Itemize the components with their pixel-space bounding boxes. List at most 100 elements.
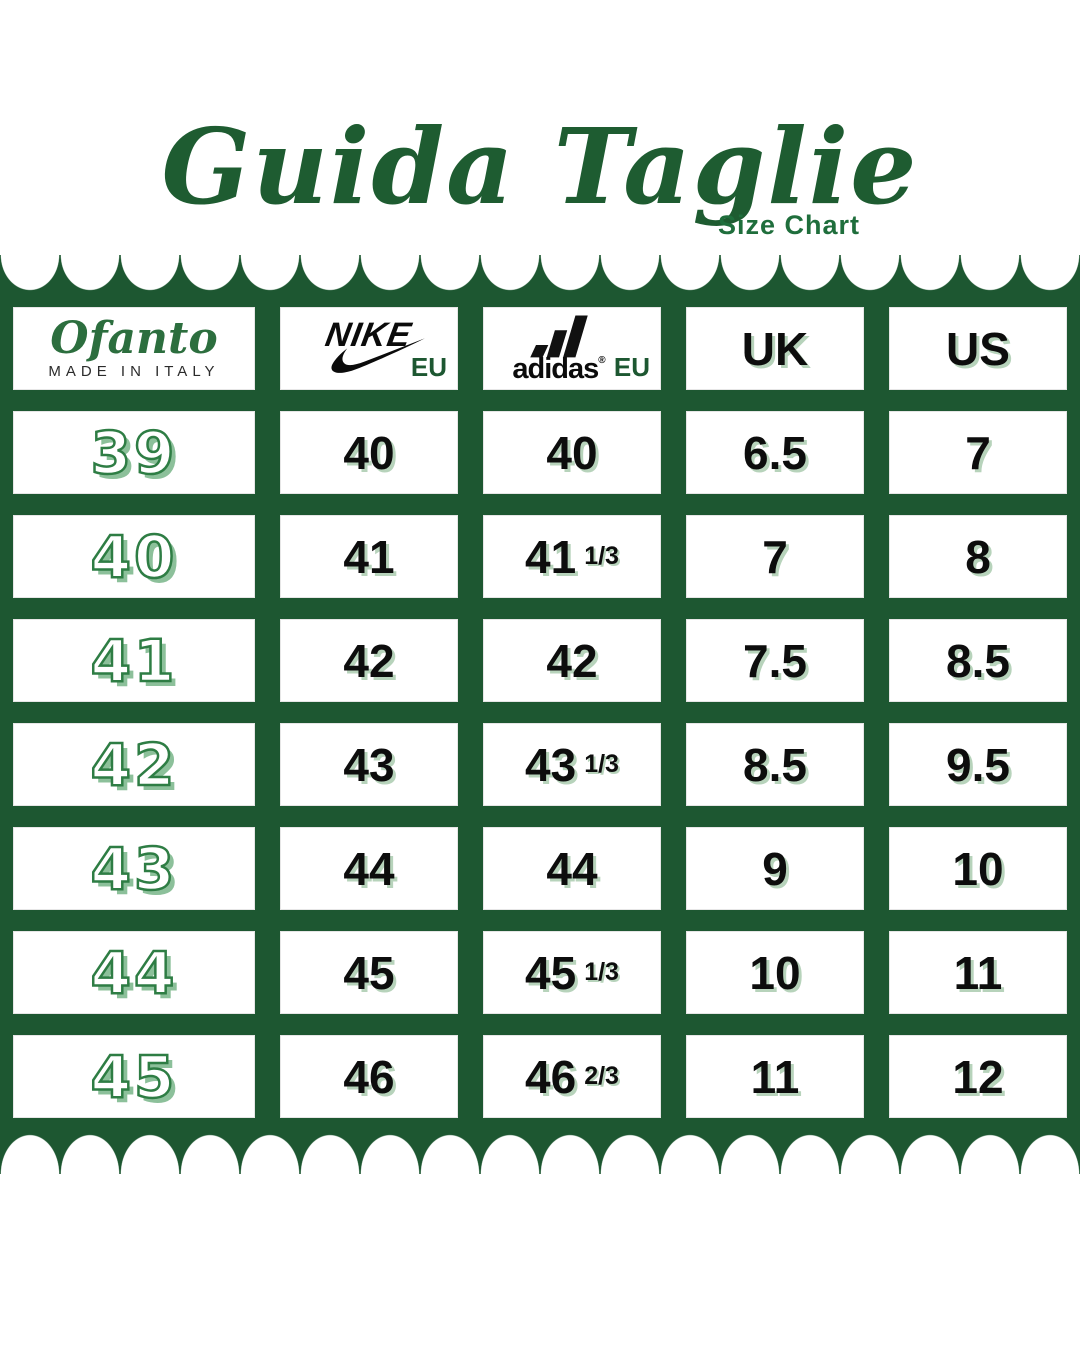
adidas-logo: adidas ®: [512, 313, 606, 384]
scallop-edge-top: [0, 255, 1080, 296]
table-cell-us: 10: [889, 827, 1067, 911]
table-cell-adidas: 42: [483, 619, 661, 703]
nike-size: 43: [343, 738, 395, 791]
table-cell-nike: 40: [280, 411, 458, 495]
table-cell-uk: 6.5: [686, 411, 864, 495]
table-cell-ofanto: 43: [13, 827, 255, 911]
table-cell-adidas: 43 1/3: [483, 723, 661, 807]
table-cell-us: 12: [889, 1035, 1067, 1119]
uk-size: 10: [749, 946, 801, 999]
uk-size: 6.5: [743, 426, 807, 479]
ofanto-size: 45: [89, 1042, 178, 1113]
table-cell-us: 8.5: [889, 619, 1067, 703]
adidas-size: 40: [546, 426, 598, 479]
ofanto-size: 39: [89, 418, 178, 489]
table-cell-adidas: 40: [483, 411, 661, 495]
table-cell-adidas: 46 2/3: [483, 1035, 661, 1119]
adidas-size: 45: [525, 946, 577, 999]
uk-size: 11: [750, 1050, 800, 1103]
us-size: 7: [965, 426, 991, 479]
us-header-label: US: [946, 322, 1010, 375]
nike-logo: NIKE: [303, 316, 435, 374]
uk-size: 8.5: [743, 738, 807, 791]
table-cell-nike: 46: [280, 1035, 458, 1119]
adidas-size-fraction: 2/3: [584, 1062, 619, 1091]
page-title: Guida Taglie: [161, 105, 919, 228]
nike-size: 46: [343, 1050, 395, 1103]
table-cell-nike: 42: [280, 619, 458, 703]
ofanto-size: 42: [89, 730, 178, 801]
adidas-size-fraction: 1/3: [584, 750, 619, 779]
table-cell-us: 8: [889, 515, 1067, 599]
ofanto-tagline: MADE IN ITALY: [48, 363, 220, 381]
table-cell-uk: 7.5: [686, 619, 864, 703]
table-cell-ofanto: 44: [13, 931, 255, 1015]
table-cell-ofanto: 40: [13, 515, 255, 599]
us-size: 9.5: [946, 738, 1010, 791]
scallop-edge-bottom: [0, 1130, 1080, 1175]
us-size: 11: [953, 946, 1003, 999]
header-ofanto: Ofanto MADE IN ITALY: [13, 307, 255, 391]
table-cell-us: 7: [889, 411, 1067, 495]
size-chart-poster: Guida Taglie Size Chart Ofanto MADE IN I…: [0, 0, 1080, 1175]
ofanto-size: 44: [89, 938, 178, 1009]
nike-size: 41: [343, 530, 395, 583]
nike-size: 44: [343, 842, 395, 895]
table-cell-us: 11: [889, 931, 1067, 1015]
adidas-wordmark-row: adidas ®: [512, 355, 605, 384]
table-cell-uk: 9: [686, 827, 864, 911]
us-size: 8: [965, 530, 991, 583]
adidas-size: 42: [546, 634, 598, 687]
title-block: Guida Taglie Size Chart: [0, 0, 1080, 241]
us-size: 10: [952, 842, 1004, 895]
table-cell-ofanto: 42: [13, 723, 255, 807]
table-cell-nike: 43: [280, 723, 458, 807]
table-cell-ofanto: 39: [13, 411, 255, 495]
us-size: 8.5: [946, 634, 1010, 687]
table-cell-adidas: 45 1/3: [483, 931, 661, 1015]
header-adidas-eu: adidas ® EU: [483, 307, 661, 391]
ofanto-size: 40: [89, 522, 178, 593]
table-cell-uk: 10: [686, 931, 864, 1015]
header-us: US: [889, 307, 1067, 391]
table-cell-uk: 8.5: [686, 723, 864, 807]
us-size: 12: [952, 1050, 1004, 1103]
adidas-size: 43: [525, 738, 577, 791]
uk-size: 7: [762, 530, 788, 583]
uk-size: 9: [762, 842, 788, 895]
table-cell-uk: 7: [686, 515, 864, 599]
table-cell-uk: 11: [686, 1035, 864, 1119]
nike-size: 42: [343, 634, 395, 687]
size-chart-panel: Ofanto MADE IN ITALY NIKE EU: [0, 255, 1080, 1175]
nike-swoosh-icon: [331, 338, 425, 373]
adidas-size: 41: [525, 530, 577, 583]
ofanto-size: 43: [89, 834, 178, 905]
table-cell-nike: 45: [280, 931, 458, 1015]
table-cell-ofanto: 45: [13, 1035, 255, 1119]
adidas-size: 46: [525, 1050, 577, 1103]
table-cell-us: 9.5: [889, 723, 1067, 807]
nike-size: 40: [343, 426, 395, 479]
registered-mark-icon: ®: [598, 355, 606, 367]
table-cell-nike: 41: [280, 515, 458, 599]
nike-size: 45: [343, 946, 395, 999]
table-cell-ofanto: 41: [13, 619, 255, 703]
page-subtitle: Size Chart: [717, 210, 860, 241]
size-table: Ofanto MADE IN ITALY NIKE EU: [0, 295, 1080, 1131]
adidas-size: 44: [546, 842, 598, 895]
adidas-size-fraction: 1/3: [584, 958, 619, 987]
table-cell-adidas: 44: [483, 827, 661, 911]
ofanto-logo: Ofanto: [50, 313, 218, 365]
nike-eu-label: EU: [410, 352, 447, 383]
adidas-eu-label: EU: [613, 352, 650, 383]
header-uk: UK: [686, 307, 864, 391]
adidas-wordmark: adidas: [512, 353, 599, 386]
table-cell-nike: 44: [280, 827, 458, 911]
adidas-size-fraction: 1/3: [584, 542, 619, 571]
header-nike-eu: NIKE EU: [280, 307, 458, 391]
ofanto-size: 41: [89, 626, 178, 697]
uk-header-label: UK: [741, 322, 809, 375]
uk-size: 7.5: [743, 634, 807, 687]
adidas-three-stripes-icon: [530, 315, 588, 358]
table-cell-adidas: 41 1/3: [483, 515, 661, 599]
